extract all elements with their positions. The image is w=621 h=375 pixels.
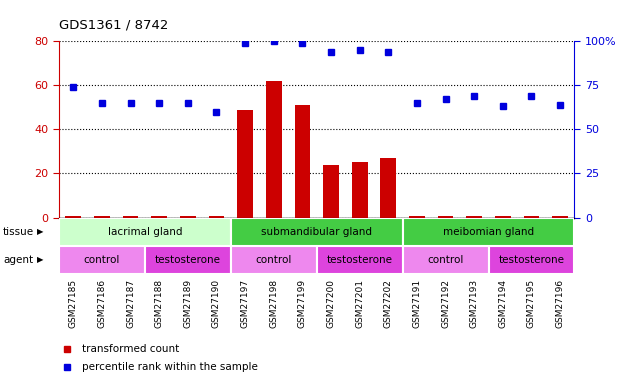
Bar: [317, 246, 402, 274]
Text: GSM27201: GSM27201: [355, 279, 364, 328]
Text: transformed count: transformed count: [82, 344, 179, 354]
Text: GSM27197: GSM27197: [240, 279, 250, 328]
Bar: [266, 81, 282, 218]
Text: GSM27198: GSM27198: [270, 279, 278, 328]
Text: control: control: [256, 255, 292, 265]
Bar: [351, 162, 368, 218]
Bar: [59, 217, 231, 246]
Bar: [231, 217, 402, 246]
Text: meibomian gland: meibomian gland: [443, 226, 534, 237]
Bar: [402, 217, 574, 246]
Text: percentile rank within the sample: percentile rank within the sample: [82, 362, 258, 372]
Bar: [495, 216, 510, 217]
Text: GSM27196: GSM27196: [556, 279, 564, 328]
Text: GSM27202: GSM27202: [384, 279, 393, 328]
Text: GSM27188: GSM27188: [155, 279, 164, 328]
Bar: [59, 246, 145, 274]
Text: control: control: [427, 255, 464, 265]
Bar: [524, 216, 540, 217]
Bar: [402, 246, 489, 274]
Text: tissue: tissue: [3, 226, 34, 237]
Text: control: control: [84, 255, 120, 265]
Text: GSM27187: GSM27187: [126, 279, 135, 328]
Bar: [294, 105, 310, 218]
Text: testosterone: testosterone: [327, 255, 392, 265]
Text: GSM27199: GSM27199: [298, 279, 307, 328]
Text: ▶: ▶: [37, 255, 43, 264]
Text: GSM27189: GSM27189: [183, 279, 193, 328]
Text: agent: agent: [3, 255, 34, 265]
Bar: [323, 165, 339, 218]
Text: GSM27193: GSM27193: [469, 279, 479, 328]
Bar: [489, 246, 574, 274]
Bar: [237, 110, 253, 218]
Text: GSM27194: GSM27194: [498, 279, 507, 328]
Bar: [65, 216, 81, 217]
Text: GSM27186: GSM27186: [97, 279, 106, 328]
Text: GDS1361 / 8742: GDS1361 / 8742: [59, 19, 168, 32]
Bar: [94, 216, 110, 217]
Text: GSM27200: GSM27200: [327, 279, 335, 328]
Bar: [209, 216, 224, 217]
Text: GSM27185: GSM27185: [69, 279, 78, 328]
Bar: [123, 216, 138, 217]
Bar: [145, 246, 231, 274]
Text: GSM27190: GSM27190: [212, 279, 221, 328]
Bar: [552, 216, 568, 217]
Text: testosterone: testosterone: [155, 255, 221, 265]
Text: submandibular gland: submandibular gland: [261, 226, 372, 237]
Bar: [231, 246, 317, 274]
Text: lacrimal gland: lacrimal gland: [107, 226, 182, 237]
Bar: [438, 216, 453, 217]
Text: testosterone: testosterone: [499, 255, 564, 265]
Bar: [466, 216, 482, 217]
Text: GSM27191: GSM27191: [412, 279, 422, 328]
Bar: [152, 216, 167, 217]
Bar: [381, 158, 396, 218]
Text: ▶: ▶: [37, 227, 43, 236]
Text: GSM27192: GSM27192: [441, 279, 450, 328]
Bar: [180, 216, 196, 217]
Bar: [409, 216, 425, 217]
Text: GSM27195: GSM27195: [527, 279, 536, 328]
